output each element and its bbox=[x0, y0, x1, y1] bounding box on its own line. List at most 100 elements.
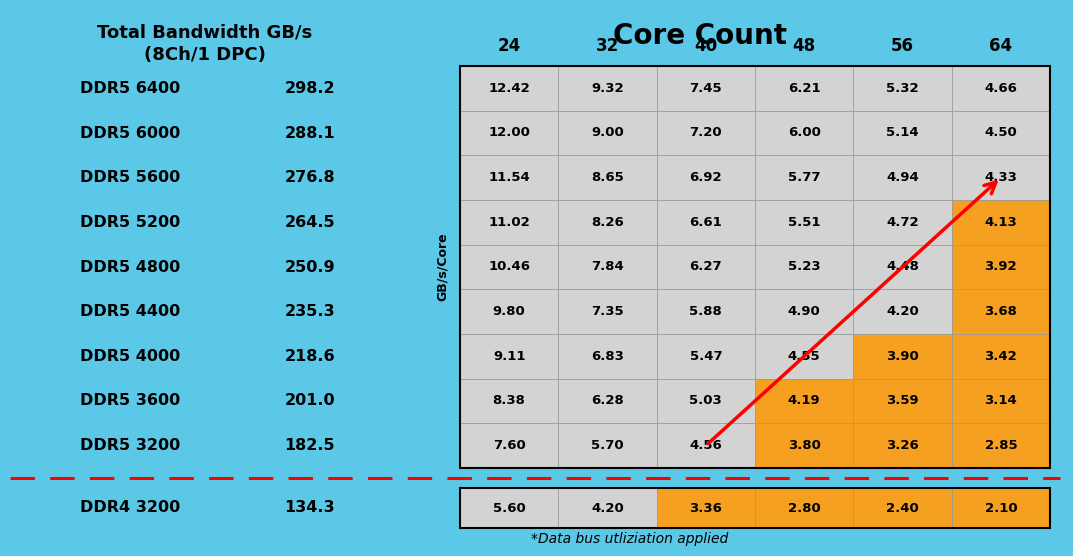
Text: 298.2: 298.2 bbox=[284, 81, 335, 96]
Text: 4.19: 4.19 bbox=[788, 395, 821, 408]
Text: 3.92: 3.92 bbox=[985, 261, 1017, 274]
Bar bbox=[952, 334, 1050, 379]
Text: 6.83: 6.83 bbox=[591, 350, 623, 363]
Text: 5.88: 5.88 bbox=[690, 305, 722, 318]
Text: 5.03: 5.03 bbox=[690, 395, 722, 408]
Bar bbox=[853, 111, 952, 155]
Bar bbox=[558, 155, 657, 200]
Bar bbox=[460, 111, 558, 155]
Text: 4.20: 4.20 bbox=[886, 305, 918, 318]
Text: 4.66: 4.66 bbox=[984, 82, 1017, 95]
Text: DDR5 3600: DDR5 3600 bbox=[79, 394, 180, 409]
Text: 2.10: 2.10 bbox=[985, 502, 1017, 514]
Bar bbox=[460, 289, 558, 334]
Text: 250.9: 250.9 bbox=[284, 260, 335, 275]
Text: 9.32: 9.32 bbox=[591, 82, 623, 95]
Text: 24: 24 bbox=[498, 37, 520, 55]
Bar bbox=[558, 245, 657, 289]
Text: 5.47: 5.47 bbox=[690, 350, 722, 363]
Text: 9.80: 9.80 bbox=[493, 305, 526, 318]
Bar bbox=[952, 111, 1050, 155]
Text: 218.6: 218.6 bbox=[284, 349, 335, 364]
Text: 6.28: 6.28 bbox=[591, 395, 623, 408]
Bar bbox=[657, 155, 755, 200]
Text: 3.36: 3.36 bbox=[689, 502, 722, 514]
Text: 2.40: 2.40 bbox=[886, 502, 918, 514]
Text: 48: 48 bbox=[793, 37, 815, 55]
Text: 4.94: 4.94 bbox=[886, 171, 918, 184]
Bar bbox=[460, 488, 558, 528]
Bar bbox=[460, 334, 558, 379]
Text: DDR5 5200: DDR5 5200 bbox=[79, 215, 180, 230]
Text: DDR5 3200: DDR5 3200 bbox=[79, 438, 180, 453]
Text: DDR4 3200: DDR4 3200 bbox=[79, 500, 180, 515]
Text: 182.5: 182.5 bbox=[284, 438, 335, 453]
Bar bbox=[558, 488, 657, 528]
Text: 4.20: 4.20 bbox=[591, 502, 623, 514]
Text: 9.11: 9.11 bbox=[493, 350, 526, 363]
Text: 235.3: 235.3 bbox=[284, 304, 335, 319]
Text: 5.32: 5.32 bbox=[886, 82, 918, 95]
Bar bbox=[558, 423, 657, 468]
Text: 3.26: 3.26 bbox=[886, 439, 918, 452]
Bar bbox=[952, 289, 1050, 334]
Text: 3.14: 3.14 bbox=[984, 395, 1017, 408]
Text: 4.33: 4.33 bbox=[984, 171, 1017, 184]
Bar bbox=[853, 200, 952, 245]
Text: Total Bandwidth GB/s
(8Ch/1 DPC): Total Bandwidth GB/s (8Ch/1 DPC) bbox=[98, 24, 312, 64]
Bar bbox=[558, 66, 657, 111]
Text: 276.8: 276.8 bbox=[284, 170, 335, 185]
Bar bbox=[558, 289, 657, 334]
Bar bbox=[657, 423, 755, 468]
Text: 12.42: 12.42 bbox=[488, 82, 530, 95]
Text: DDR5 4400: DDR5 4400 bbox=[79, 304, 180, 319]
Bar bbox=[853, 245, 952, 289]
Bar bbox=[657, 379, 755, 423]
Bar bbox=[657, 334, 755, 379]
Text: 2.85: 2.85 bbox=[985, 439, 1017, 452]
Bar bbox=[755, 155, 853, 200]
Bar bbox=[952, 379, 1050, 423]
Text: 3.80: 3.80 bbox=[788, 439, 821, 452]
Bar bbox=[558, 111, 657, 155]
Text: 7.20: 7.20 bbox=[690, 127, 722, 140]
Bar bbox=[755, 289, 853, 334]
Bar bbox=[460, 423, 558, 468]
Text: 10.46: 10.46 bbox=[488, 261, 530, 274]
Bar bbox=[853, 289, 952, 334]
Text: 3.59: 3.59 bbox=[886, 395, 918, 408]
Text: 7.60: 7.60 bbox=[493, 439, 526, 452]
Text: GB/s/Core: GB/s/Core bbox=[436, 233, 449, 301]
Text: 40: 40 bbox=[694, 37, 718, 55]
Bar bbox=[460, 245, 558, 289]
Bar bbox=[657, 488, 755, 528]
Text: 7.35: 7.35 bbox=[591, 305, 623, 318]
Bar bbox=[460, 155, 558, 200]
Text: 6.00: 6.00 bbox=[788, 127, 821, 140]
Bar bbox=[460, 488, 1050, 528]
Text: 3.42: 3.42 bbox=[984, 350, 1017, 363]
Text: 4.90: 4.90 bbox=[788, 305, 821, 318]
Bar bbox=[657, 66, 755, 111]
Bar bbox=[558, 200, 657, 245]
Bar bbox=[460, 379, 558, 423]
Text: 3.68: 3.68 bbox=[984, 305, 1017, 318]
Text: 11.54: 11.54 bbox=[488, 171, 530, 184]
Text: 7.84: 7.84 bbox=[591, 261, 623, 274]
Text: 6.21: 6.21 bbox=[788, 82, 821, 95]
Text: DDR5 4800: DDR5 4800 bbox=[79, 260, 180, 275]
Bar bbox=[657, 111, 755, 155]
Bar bbox=[853, 423, 952, 468]
Text: 5.23: 5.23 bbox=[788, 261, 821, 274]
Bar bbox=[755, 200, 853, 245]
Text: 4.55: 4.55 bbox=[788, 350, 821, 363]
Text: 134.3: 134.3 bbox=[284, 500, 335, 515]
Text: 5.14: 5.14 bbox=[886, 127, 918, 140]
Bar bbox=[755, 488, 853, 528]
Text: *Data bus utliziation applied: *Data bus utliziation applied bbox=[531, 532, 729, 546]
Bar bbox=[952, 423, 1050, 468]
Bar bbox=[755, 111, 853, 155]
Bar bbox=[755, 245, 853, 289]
Text: DDR5 6000: DDR5 6000 bbox=[79, 126, 180, 141]
Text: 6.27: 6.27 bbox=[690, 261, 722, 274]
